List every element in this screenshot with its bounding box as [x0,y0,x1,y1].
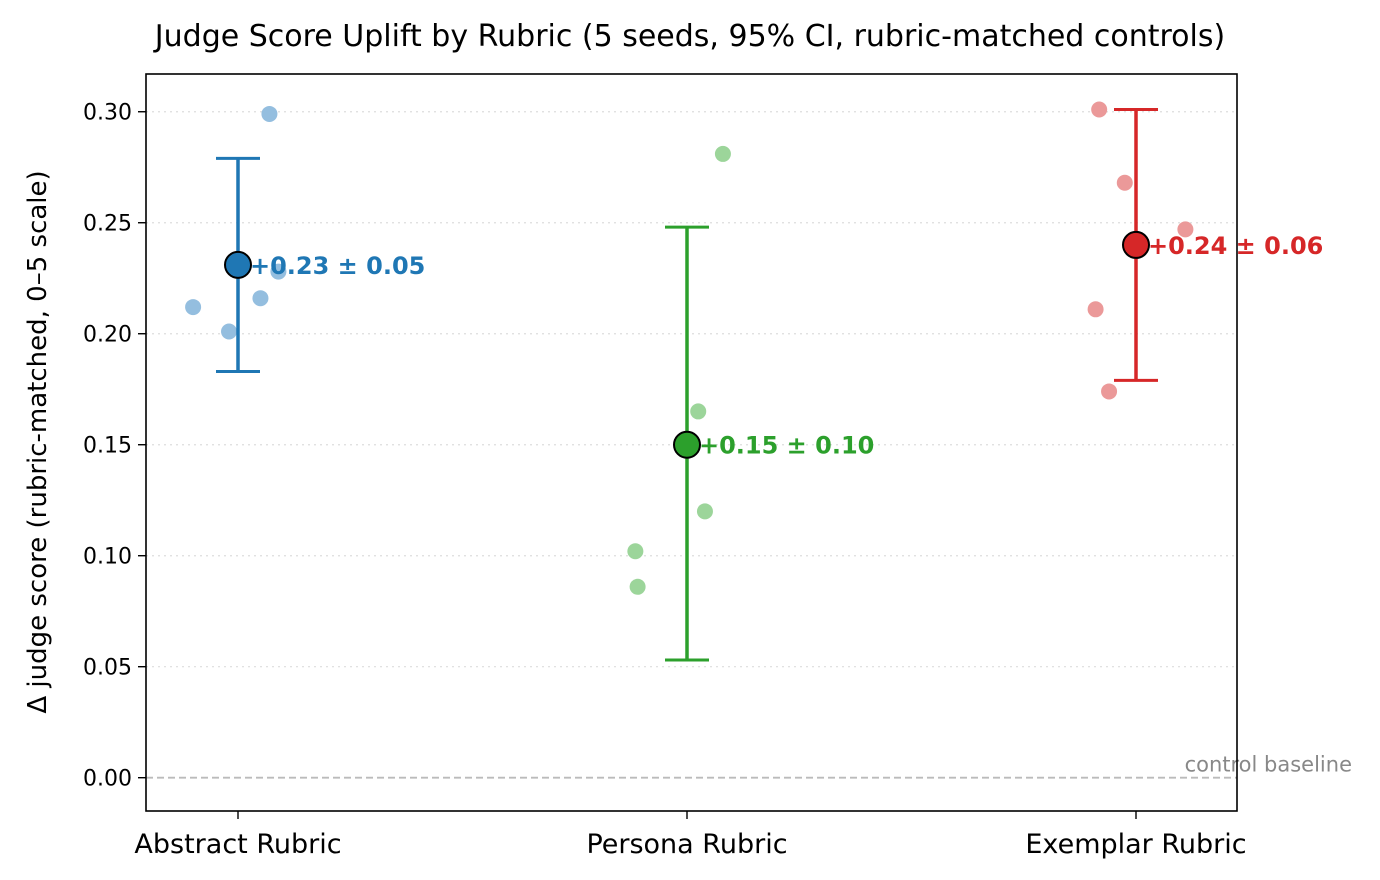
seed-point [1087,301,1104,318]
mean-marker [673,430,701,459]
seed-points [185,101,1194,595]
y-tick-label: 0.00 [83,767,132,792]
seed-point [696,503,713,520]
mean-labels: +0.23 ± 0.05 +0.15 ± 0.10 +0.24 ± 0.06 [250,232,1323,460]
seed-point [252,290,269,307]
plot-area-frame [145,73,1238,812]
x-tick-label: Abstract Rubric [134,829,341,860]
seed-point [690,403,707,420]
mean-markers [224,230,1150,459]
seed-point [629,578,646,595]
seed-point [714,145,731,162]
y-tick-label: 0.10 [83,545,132,570]
y-axis-ticks: 0.00 0.05 0.10 0.15 0.20 0.25 0.30 [83,101,146,792]
y-tick-label: 0.05 [83,656,132,681]
mean-marker [1122,230,1150,259]
seed-point [1116,174,1133,191]
seed-point [1177,221,1194,238]
seed-point [221,323,238,340]
y-tick-label: 0.20 [83,323,132,348]
control-baseline-label: control baseline [1185,753,1352,777]
x-axis-ticks: Abstract Rubric Persona Rubric Exemplar Ru… [134,811,1247,860]
mean-value-label: +0.24 ± 0.06 [1148,232,1323,260]
seed-point [627,543,644,560]
y-tick-label: 0.15 [83,434,132,459]
chart-title: Judge Score Uplift by Rubric (5 seeds, 9… [153,19,1225,54]
y-axis-label: Δ judge score (rubric-matched, 0–5 scale… [23,170,53,713]
y-tick-label: 0.25 [83,212,132,237]
seed-point [1091,101,1108,118]
seed-point [1101,383,1118,400]
x-tick-label: Exemplar Rubric [1025,829,1246,860]
seed-point [261,105,278,122]
seed-point [270,263,287,280]
seed-point [185,299,202,316]
baseline-group: control baseline [146,753,1352,779]
mean-value-label: +0.15 ± 0.10 [699,432,874,460]
grid-lines [146,111,1237,668]
mean-marker [224,250,252,279]
mean-value-label: +0.23 ± 0.05 [250,252,425,280]
y-tick-label: 0.30 [83,101,132,126]
x-tick-label: Persona Rubric [586,829,787,860]
